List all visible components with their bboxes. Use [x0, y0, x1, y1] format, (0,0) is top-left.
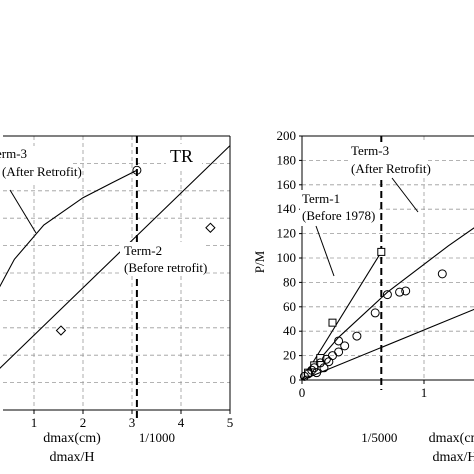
term3-label-right-sub: (After Retrofit): [351, 161, 431, 176]
y-tick-label: 160: [277, 177, 297, 192]
y-tick-label: 20: [283, 348, 296, 363]
data-point-square: [316, 354, 325, 363]
y-tick-label: 60: [283, 299, 296, 314]
y-tick-label: 120: [277, 226, 297, 241]
term3-label-right: Term-3: [351, 143, 389, 158]
data-point-diamond: [205, 222, 216, 233]
x-tick-label: 3: [129, 415, 136, 430]
data-point-circle: [334, 347, 344, 357]
data-point-circle: [307, 365, 317, 375]
x-axis-label-2: dmax/H: [432, 450, 474, 465]
term3-label: Term-3: [0, 146, 27, 161]
y-tick-label: 100: [277, 250, 297, 265]
x-tick-label: 4: [178, 415, 185, 430]
x-tick-label: 5: [227, 415, 234, 430]
data-point-circle: [132, 165, 142, 175]
term3-leader: [9, 189, 37, 234]
x-tick-label: 1: [31, 415, 38, 430]
right-panel: 0120204060801001201401601802001/5000dmax…: [252, 128, 474, 465]
series-fit-line: [301, 308, 474, 381]
data-point-circle: [319, 363, 329, 373]
y-tick-label: 140: [277, 201, 297, 216]
data-point-circle: [334, 336, 344, 346]
y-tick-label: 40: [283, 323, 296, 338]
data-point-circle: [312, 368, 322, 378]
term1-leader: [315, 225, 335, 277]
data-point-circle: [352, 331, 362, 341]
y-tick-label: 0: [290, 372, 297, 387]
panel-label-tr: TR: [170, 146, 193, 166]
x-axis-label: dmax(cm: [429, 431, 474, 446]
series-fit-line: [0, 145, 231, 369]
label-background: [348, 142, 428, 178]
data-point-circle: [401, 286, 411, 296]
limit-line-label: 1/1000: [139, 430, 175, 445]
series-fit-line: [0, 169, 138, 288]
data-point-circle: [324, 357, 334, 367]
data-point-square: [328, 318, 337, 327]
x-tick-label: 2: [80, 415, 87, 430]
limit-line-label: 1/5000: [361, 430, 397, 445]
y-tick-label: 200: [277, 128, 297, 143]
term1-label: Term-1: [302, 191, 340, 206]
y-tick-label: 180: [277, 152, 297, 167]
data-point-circle: [309, 363, 319, 373]
data-point-diamond: [55, 325, 67, 336]
data-point-circle: [437, 269, 447, 279]
term1-label-sub: (Before 1978): [302, 208, 375, 223]
series-fit-line: [301, 251, 382, 381]
term3-leader-right: [391, 177, 419, 213]
label-background: [300, 190, 378, 226]
x-axis-label: dmax(cm): [43, 431, 101, 446]
label-background: [0, 146, 70, 182]
x-tick-label: 1: [421, 385, 428, 400]
x-tick-label: 0: [299, 385, 306, 400]
data-point-circle: [395, 287, 405, 297]
term2-label-sub: (Before retrofit): [124, 260, 207, 275]
data-point-square: [377, 247, 386, 256]
left-panel: 1 2 3 4 5 1/1000 dmax(cm) dmax/H Term-3 (After Re…: [0, 135, 234, 465]
label-background: [166, 144, 202, 168]
term2-label: Term-2: [124, 243, 162, 258]
data-point-circle: [340, 341, 350, 351]
y-tick-label: 80: [283, 274, 296, 289]
label-background: [120, 242, 204, 276]
data-point-circle: [370, 308, 380, 318]
term3-label-sub: (After Retrofit): [2, 164, 82, 179]
x-axis-label-2: dmax/H: [49, 450, 94, 465]
data-point-circle: [382, 290, 392, 300]
y-axis-label: P/M: [252, 250, 267, 273]
